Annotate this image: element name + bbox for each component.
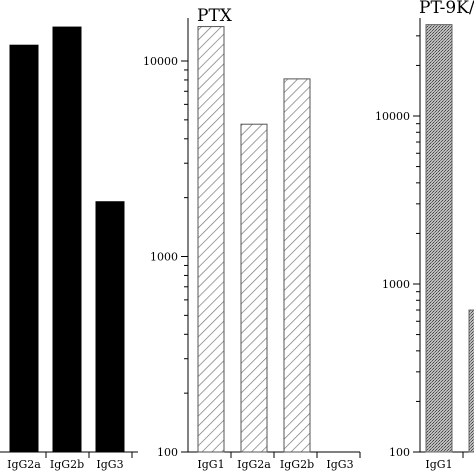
bar-2-IgG1 (197, 26, 225, 453)
y-tick-label: 100 (389, 446, 410, 459)
y-tick-label: 1000 (382, 278, 410, 291)
category-label: IgG3 (326, 458, 353, 471)
category-label: IgG2b (280, 458, 314, 471)
category-label: IgG1 (197, 458, 224, 471)
panel-2-x-ticks (230, 452, 361, 458)
category-label: IgG1 (425, 458, 452, 471)
panel-3-bars (425, 24, 474, 453)
category-label: IgG2b (50, 458, 84, 471)
panel-3-y-ticks: 100 1000 10000 (375, 35, 420, 459)
category-label: IgG2a (237, 458, 271, 471)
bar-1-IgG2b (52, 26, 82, 453)
panel-1-category-labels: IgG2a IgG2b IgG3 (7, 458, 123, 471)
panel-2-y-ticks: 100 1000 10000 (143, 55, 188, 459)
bar-3-IgG1 (425, 24, 453, 453)
category-label: IgG3 (96, 458, 123, 471)
panel-3: PT-9K/ 100 1000 10000 IgG1 (375, 0, 474, 471)
bar-3-series-1 (468, 309, 474, 453)
panel-1: IgG2a IgG2b IgG3 (0, 26, 138, 471)
panel-1-bars (9, 26, 125, 453)
panel-3-category-labels: IgG1 (425, 458, 452, 471)
bar-1-IgG2a (9, 44, 39, 453)
y-tick-label: 10000 (375, 110, 410, 123)
panel-2-title: PTX (197, 6, 233, 26)
bar-2-IgG2a (240, 123, 268, 453)
panel-2: PTX 100 1000 10000 IgG1 IgG2a IgG2b IgG3 (143, 6, 361, 471)
bar-2-IgG2b (283, 78, 311, 453)
panel-3-x-ticks (462, 452, 464, 458)
panel-2-bars (197, 26, 311, 453)
bar-1-IgG3 (95, 201, 125, 453)
y-tick-label: 1000 (150, 251, 178, 264)
y-tick-label: 100 (157, 446, 178, 459)
category-label: IgG2a (7, 458, 41, 471)
panel-3-title: PT-9K/ (419, 0, 474, 18)
panel-1-x-ticks (45, 452, 133, 458)
panel-2-category-labels: IgG1 IgG2a IgG2b IgG3 (197, 458, 353, 471)
y-tick-label: 10000 (143, 55, 178, 68)
